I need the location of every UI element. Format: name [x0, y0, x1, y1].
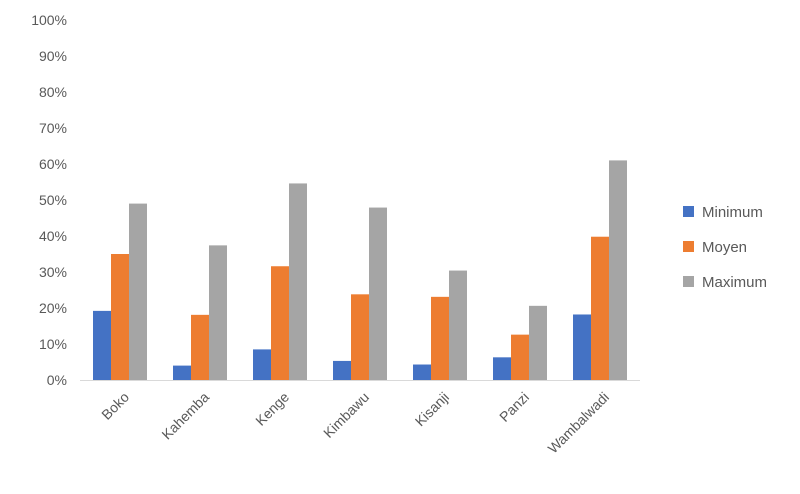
- x-tick-label: Kisanji: [412, 389, 452, 429]
- x-tick-label: Kenge: [252, 389, 292, 429]
- bar-minimum-panzi: [493, 357, 511, 380]
- bar-maximum-kimbawu: [369, 207, 387, 380]
- y-tick-label: 100%: [31, 12, 67, 28]
- x-tick-label: Boko: [98, 389, 132, 423]
- bar-moyen-kisanji: [431, 296, 449, 380]
- legend-label-minimum: Minimum: [702, 204, 763, 221]
- y-tick-label: 0%: [47, 372, 67, 388]
- bar-moyen-wambalwadi: [591, 236, 609, 380]
- bar-maximum-wambalwadi: [609, 160, 627, 380]
- bar-maximum-kisanji: [449, 270, 467, 380]
- legend-swatch-maximum: [683, 276, 694, 287]
- x-tick-label: Kahemba: [158, 389, 212, 443]
- y-tick-label: 50%: [39, 192, 67, 208]
- x-tick-label: Panzi: [496, 389, 532, 425]
- bar-minimum-kimbawu: [333, 360, 351, 380]
- bar-moyen-kenge: [271, 266, 289, 380]
- bar-moyen-kimbawu: [351, 294, 369, 380]
- bar-moyen-boko: [111, 254, 129, 380]
- bar-minimum-wambalwadi: [573, 314, 591, 380]
- y-tick-label: 40%: [39, 228, 67, 244]
- bar-maximum-kahemba: [209, 245, 227, 380]
- bars: [93, 160, 627, 380]
- y-tick-label: 80%: [39, 84, 67, 100]
- x-tick-label: Wambalwadi: [545, 389, 613, 457]
- x-tick-label: Kimbawu: [320, 389, 372, 441]
- bar-minimum-boko: [93, 310, 111, 380]
- bar-moyen-panzi: [511, 334, 529, 380]
- legend-swatch-moyen: [683, 241, 694, 252]
- y-axis: 0% 10% 20% 30% 40% 50% 60% 70% 80% 90% 100%: [31, 12, 67, 388]
- legend-swatch-minimum: [683, 206, 694, 217]
- legend-label-moyen: Moyen: [702, 239, 747, 256]
- y-tick-label: 60%: [39, 156, 67, 172]
- legend: Minimum Moyen Maximum: [683, 204, 767, 291]
- legend-label-maximum: Maximum: [702, 274, 767, 291]
- bar-maximum-panzi: [529, 305, 547, 380]
- bar-minimum-kenge: [253, 349, 271, 380]
- bar-minimum-kahemba: [173, 365, 191, 380]
- y-tick-label: 10%: [39, 336, 67, 352]
- bar-maximum-kenge: [289, 183, 307, 380]
- y-tick-label: 20%: [39, 300, 67, 316]
- y-tick-label: 30%: [39, 264, 67, 280]
- y-tick-label: 90%: [39, 48, 67, 64]
- bar-maximum-boko: [129, 203, 147, 380]
- y-tick-label: 70%: [39, 120, 67, 136]
- bar-moyen-kahemba: [191, 314, 209, 380]
- bar-minimum-kisanji: [413, 364, 431, 380]
- x-axis-labels: Boko Kahemba Kenge Kimbawu Kisanji Panzi Wamba…: [98, 389, 612, 457]
